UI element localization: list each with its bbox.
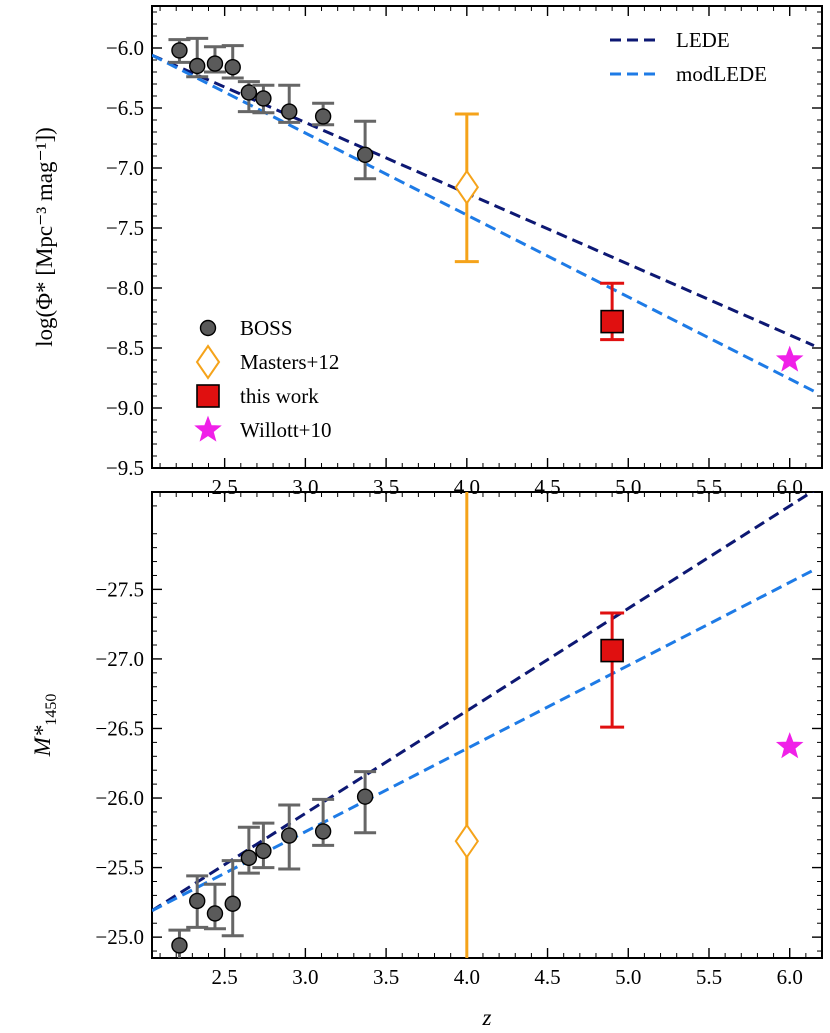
legend-marker-label: BOSS <box>240 316 293 340</box>
y-tick-label: −27.0 <box>95 647 144 671</box>
data-point-willott-10 <box>775 345 804 372</box>
data-point-boss <box>206 55 224 72</box>
data-point-masters-12 <box>454 169 480 205</box>
legend-line-label: modLEDE <box>676 62 767 86</box>
data-point-boss <box>255 90 272 107</box>
data-point-boss <box>240 849 258 867</box>
panel-top: 2.5 3.0 3.5 4.0 4.5 5.0 5.5 6.0−6.0−6.5−7.0−7.5… <box>32 5 823 499</box>
x-tick-label: 4.0 <box>454 965 480 989</box>
x-tick-label: 6.0 <box>777 965 803 989</box>
data-point-boss <box>314 823 332 840</box>
legend-line-label: LEDE <box>676 28 730 52</box>
plot-area <box>152 492 815 958</box>
data-point-boss <box>356 146 374 164</box>
y-axis-title-main: M* <box>30 725 55 757</box>
data-point-masters-12 <box>454 823 480 859</box>
x-tick-label: 2.5 <box>212 965 238 989</box>
model-line-lede <box>152 492 815 912</box>
legend-marker <box>195 344 221 380</box>
panel-bottom: 2.5 3.0 3.5 4.0 4.5 5.0 5.5 6.0 −25.0 −25.5 −26.0 −… <box>30 491 823 1030</box>
y-tick-label: −9.5 <box>106 456 144 480</box>
x-tick-label: 4.5 <box>534 965 560 989</box>
x-tick-label: 3.5 <box>373 965 399 989</box>
legend-marker <box>199 319 217 337</box>
data-point-boss <box>224 895 241 912</box>
y-tick-label: −27.5 <box>95 577 144 601</box>
plot-frame <box>151 491 823 959</box>
data-point-boss <box>281 827 298 844</box>
x-tick-label: 3.0 <box>292 965 318 989</box>
data-point-boss <box>171 937 188 954</box>
y-tick-label: −26.5 <box>95 716 144 740</box>
data-point-boss <box>281 103 298 120</box>
data-point-boss <box>224 58 241 76</box>
plot-area <box>152 36 815 393</box>
y-tick-label: −8.5 <box>106 336 144 360</box>
data-point-boss <box>189 57 206 75</box>
y-tick-label: −9.0 <box>106 396 144 420</box>
legend-marker-label: Willott+10 <box>240 418 332 442</box>
y-axis-title-subscript: 1450 <box>43 694 60 726</box>
y-tick-label: −26.0 <box>95 786 144 810</box>
data-point-this-work <box>600 638 624 663</box>
data-point-boss <box>206 905 224 922</box>
legend-marker <box>196 384 220 408</box>
x-axis-title: z <box>482 1005 492 1030</box>
legend-marker-label: this work <box>240 384 319 408</box>
y-axis-title: M*1450 <box>30 694 60 758</box>
data-point-boss <box>171 42 188 59</box>
data-point-boss <box>314 108 332 125</box>
y-tick-label: −8.0 <box>106 276 144 300</box>
y-tick-label: −6.5 <box>106 96 144 120</box>
x-tick-label: 5.0 <box>615 965 641 989</box>
y-tick-label: −25.0 <box>95 925 144 949</box>
y-tick-label: −25.5 <box>95 856 144 880</box>
data-point-boss <box>189 892 206 910</box>
y-axis-title: log(Φ* [Mpc⁻³ mag⁻¹]) <box>32 127 57 347</box>
legend-marker-label: Masters+12 <box>240 350 339 374</box>
plot-frame <box>151 5 823 469</box>
data-point-boss <box>240 84 258 101</box>
model-line-modlede <box>152 53 815 393</box>
y-tick-label: −7.0 <box>106 156 144 180</box>
data-point-willott-10 <box>775 732 804 759</box>
data-point-this-work <box>600 309 624 334</box>
legend-marker <box>194 415 222 442</box>
y-tick-label: −7.5 <box>106 216 144 240</box>
x-tick-label: 5.5 <box>696 965 722 989</box>
y-tick-label: −6.0 <box>106 36 144 60</box>
data-point-boss <box>255 842 272 860</box>
data-point-boss <box>356 788 374 805</box>
